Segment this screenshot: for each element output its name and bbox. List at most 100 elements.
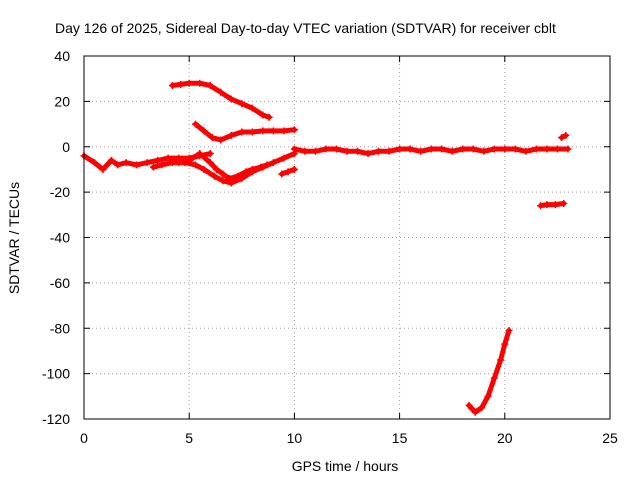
- data-point: [278, 170, 286, 178]
- x-tick-label: 15: [392, 430, 408, 446]
- data-point: [284, 168, 292, 176]
- data-point: [259, 111, 267, 119]
- data-point: [562, 131, 570, 139]
- data-point: [490, 374, 498, 382]
- data-point: [290, 165, 298, 173]
- data-point: [560, 199, 568, 207]
- data-point: [192, 161, 200, 169]
- data-point: [248, 128, 256, 136]
- data-point: [448, 147, 456, 155]
- y-tick-label: -60: [50, 275, 70, 291]
- data-point: [290, 145, 298, 153]
- data-point: [322, 145, 330, 153]
- data-point: [175, 159, 183, 167]
- series-arc-j-line: [466, 328, 512, 415]
- data-point: [177, 80, 185, 88]
- data-point: [248, 165, 256, 173]
- data-point: [143, 159, 151, 167]
- data-point: [469, 145, 477, 153]
- data-point: [206, 150, 214, 158]
- data-point: [269, 127, 277, 135]
- data-point: [234, 172, 242, 180]
- data-point: [238, 100, 246, 108]
- data-point: [497, 356, 505, 364]
- data-point: [558, 134, 566, 142]
- data-point: [200, 127, 208, 135]
- data-point: [168, 81, 176, 89]
- x-tick-label: 20: [497, 430, 513, 446]
- data-point: [537, 202, 545, 210]
- data-point: [168, 159, 176, 167]
- data-point: [311, 147, 319, 155]
- data-point: [227, 95, 235, 103]
- data-point: [238, 128, 246, 136]
- data-point: [196, 79, 204, 87]
- data-point: [149, 163, 157, 171]
- data-point: [99, 165, 107, 173]
- data-point: [364, 150, 372, 158]
- data-point: [417, 147, 425, 155]
- x-axis-title: GPS time / hours: [292, 458, 399, 474]
- data-point: [185, 79, 193, 87]
- data-point: [263, 161, 271, 169]
- data-point: [91, 159, 99, 167]
- axes-layer: 0 5 10 15 20 25 -120 -100 -80 -60 -40 -20 0 20 40: [42, 48, 618, 446]
- data-point: [484, 392, 492, 400]
- data-point: [107, 156, 115, 164]
- y-axis-title: SDTVAR / TECUs: [6, 182, 22, 294]
- data-point: [122, 159, 130, 167]
- x-tick-label: 0: [80, 430, 88, 446]
- data-point: [478, 404, 486, 412]
- x-tick-label: 5: [185, 430, 193, 446]
- data-point: [257, 163, 265, 171]
- data-point: [219, 170, 227, 178]
- data-point: [564, 145, 572, 153]
- data-point: [332, 145, 340, 153]
- data-point: [396, 145, 404, 153]
- data-point: [459, 145, 467, 153]
- data-point: [269, 159, 277, 167]
- data-point: [553, 145, 561, 153]
- data-point: [480, 147, 488, 155]
- data-point: [213, 165, 221, 173]
- data-point: [301, 147, 309, 155]
- data-point: [217, 136, 225, 144]
- data-point: [375, 147, 383, 155]
- data-point: [265, 113, 273, 121]
- x-tick-label: 25: [602, 430, 618, 446]
- data-point: [210, 172, 218, 180]
- data-point: [501, 145, 509, 153]
- data-point: [280, 154, 288, 162]
- data-point: [185, 156, 193, 164]
- data-point: [248, 104, 256, 112]
- data-point: [511, 145, 519, 153]
- data-point: [438, 145, 446, 153]
- y-tick-label: -120: [42, 411, 70, 427]
- data-point: [196, 150, 204, 158]
- data-point: [280, 127, 288, 135]
- data-point: [501, 340, 509, 348]
- data-point: [200, 165, 208, 173]
- plot-frame: [83, 55, 611, 420]
- data-point: [227, 131, 235, 139]
- data-point: [490, 145, 498, 153]
- data-point: [133, 161, 141, 169]
- data-point: [290, 126, 298, 134]
- y-tick-label: 40: [54, 48, 70, 64]
- data-point: [522, 147, 530, 155]
- y-tick-label: -20: [50, 184, 70, 200]
- grid-layer: [84, 56, 610, 419]
- data-point: [164, 154, 172, 162]
- data-point: [406, 145, 414, 153]
- data-point: [343, 147, 351, 155]
- data-point: [465, 401, 473, 409]
- data-point: [242, 168, 250, 176]
- data-point: [471, 408, 479, 416]
- y-tick-label: -80: [50, 320, 70, 336]
- data-point: [225, 175, 233, 183]
- x-tick-label: 10: [287, 430, 303, 446]
- data-point: [158, 161, 166, 169]
- data-point: [206, 159, 214, 167]
- data-point: [551, 201, 559, 209]
